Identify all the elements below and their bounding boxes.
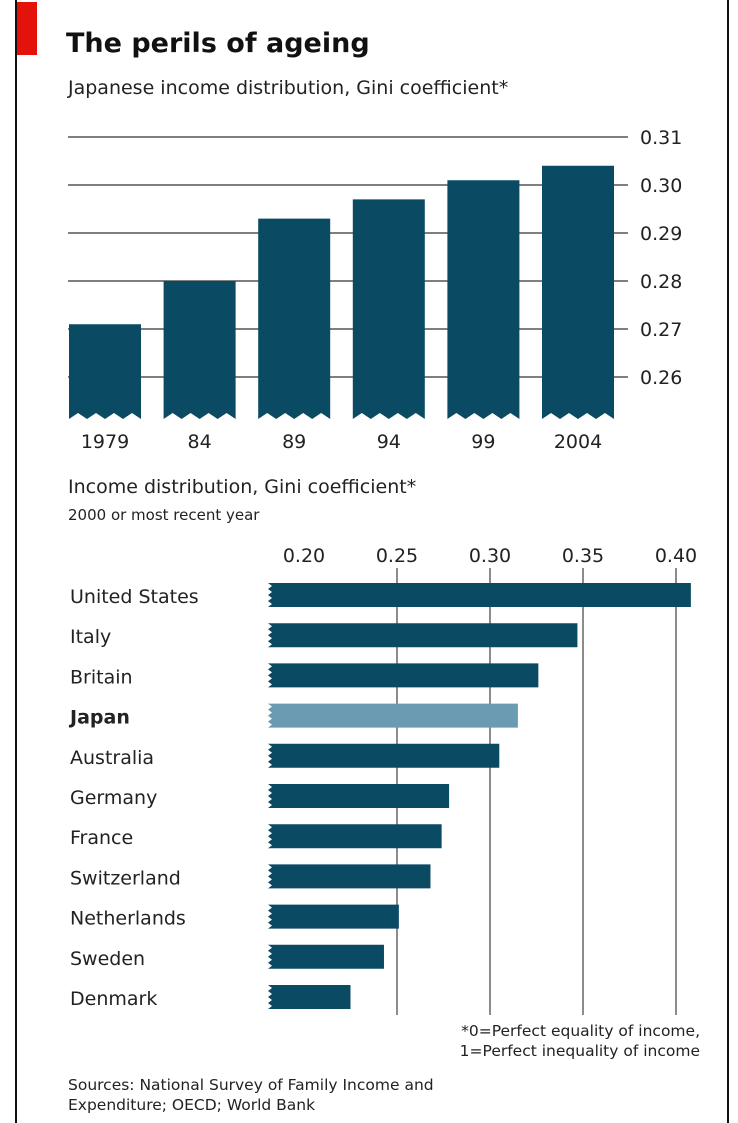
category-label: Denmark [70,988,157,1010]
x-tick-label: 1979 [81,431,129,453]
sources-line-2: Expenditure; OECD; World Bank [68,1096,316,1114]
bar-germany [268,784,450,808]
x-tick-label: 84 [188,431,212,453]
chart-subtitle: Japanese income distribution, Gini coeff… [68,77,509,99]
bar-australia [268,743,500,768]
bar-84 [163,281,236,419]
x-tick-label: 2004 [554,431,602,453]
category-label: Netherlands [70,908,186,930]
x-tick-label: 89 [282,431,306,453]
x-tick-label: 0.40 [655,545,697,567]
category-label: United States [70,586,199,608]
bar-denmark [268,985,351,1009]
x-tick-label: 99 [471,431,495,453]
category-label: Australia [70,747,154,769]
frame-left-border [15,0,17,1123]
red-tag [17,2,37,55]
x-tick-label: 0.20 [283,545,325,567]
japan-gini-chart: 0.31 0.30 0.29 0.28 0.27 0.26 1979 84 89 94 99 2004 [68,127,682,453]
category-label: Japan [68,707,130,729]
second-chart-title: Income distribution, Gini coefficient* [68,476,417,498]
y-tick-label: 0.30 [640,175,682,197]
bar-99 [447,180,520,419]
footnote-line-1: *0=Perfect equality of income, [461,1022,700,1040]
bar-89 [258,218,331,419]
category-label: Italy [70,626,111,648]
bar-japan [268,703,518,728]
x-tick-label: 0.35 [562,545,604,567]
bar-united-states [268,583,691,607]
y-tick-label: 0.31 [640,127,682,149]
bar-94 [352,199,425,419]
y-tick-label: 0.29 [640,223,682,245]
bar-britain [268,663,539,688]
bar-2004 [542,165,614,419]
category-label: Britain [70,666,133,688]
frame-right-border [727,0,729,1123]
sources-line-1: Sources: National Survey of Family Incom… [68,1076,434,1094]
category-label: Switzerland [70,867,181,889]
category-label: Germany [70,787,157,809]
second-chart-subtitle: 2000 or most recent year [68,506,260,524]
y-tick-label: 0.28 [640,271,682,293]
x-tick-label: 94 [377,431,401,453]
chart-title: The perils of ageing [66,28,370,59]
y-tick-label: 0.26 [640,367,682,389]
footnote: *0=Perfect equality of income, 1=Perfect… [460,1021,700,1061]
bar-switzerland [268,864,431,889]
bar-1979 [69,324,141,419]
bar-italy [268,623,578,648]
x-tick-label: 0.30 [469,545,511,567]
bar-france [268,824,442,849]
x-tick-label: 0.25 [376,545,418,567]
footnote-line-2: 1=Perfect inequality of income [459,1042,700,1060]
category-label: Sweden [70,948,145,970]
category-label: France [70,827,133,849]
y-tick-label: 0.27 [640,319,682,341]
sources-note: Sources: National Survey of Family Incom… [68,1075,434,1115]
bar-netherlands [268,904,399,929]
bar-sweden [268,944,384,969]
